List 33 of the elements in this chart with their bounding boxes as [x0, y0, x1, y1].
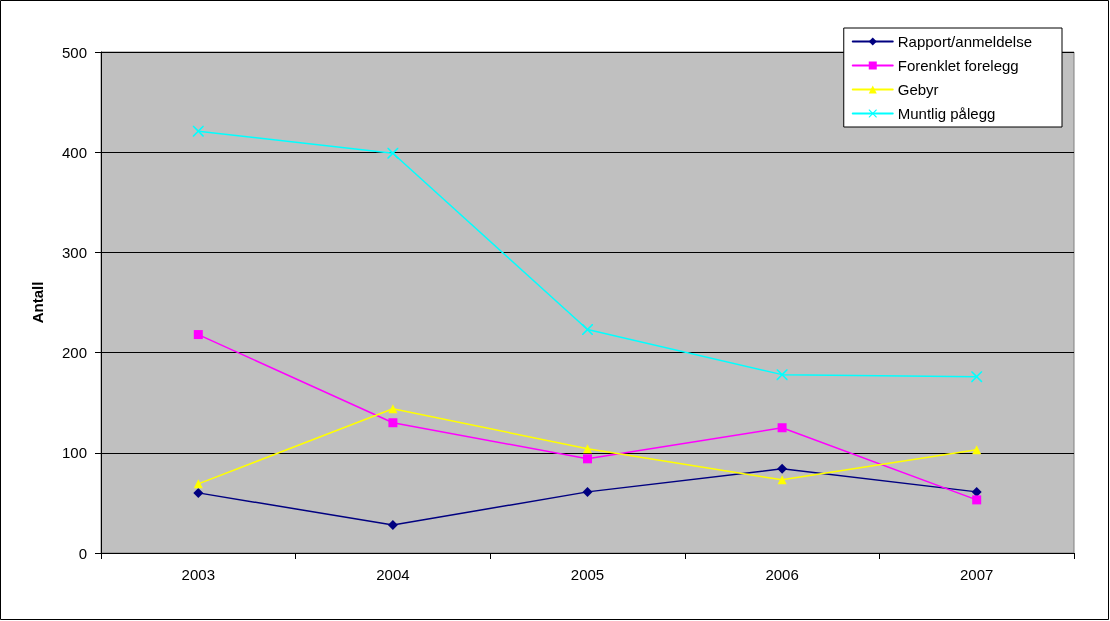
legend-label: Forenklet forelegg: [897, 57, 1019, 74]
point: [387, 147, 399, 159]
x-tick-label: 2007: [960, 566, 994, 583]
y-tick-label: 0: [78, 544, 87, 562]
point: [583, 444, 592, 454]
y-tick-label: 200: [61, 344, 87, 362]
legend-label: Rapport/anmeldelse: [897, 33, 1032, 50]
x-tick-label: 2003: [181, 566, 215, 583]
point: [582, 486, 593, 497]
y-axis-title: Antall: [29, 281, 46, 324]
point: [777, 423, 787, 433]
point: [193, 330, 203, 340]
x-tick-label: 2005: [570, 566, 605, 583]
legend-label: Muntlig pålegg: [897, 105, 996, 122]
legend-label: Gebyr: [897, 81, 939, 98]
point: [971, 486, 982, 497]
point: [582, 324, 593, 336]
y-tick-label: 100: [61, 444, 87, 462]
y-tick-label: 400: [61, 143, 87, 161]
point: [971, 371, 983, 383]
point: [777, 463, 788, 474]
point: [387, 519, 398, 530]
x-tick-label: 2006: [765, 566, 799, 583]
point: [388, 404, 398, 414]
point: [583, 454, 592, 464]
y-tick-label: 500: [61, 43, 87, 61]
point: [193, 487, 204, 498]
point: [972, 495, 982, 505]
x-tick-label: 2004: [376, 566, 410, 583]
point: [192, 125, 204, 137]
point: [776, 369, 788, 381]
y-tick-label: 300: [61, 243, 87, 261]
point: [388, 418, 398, 428]
